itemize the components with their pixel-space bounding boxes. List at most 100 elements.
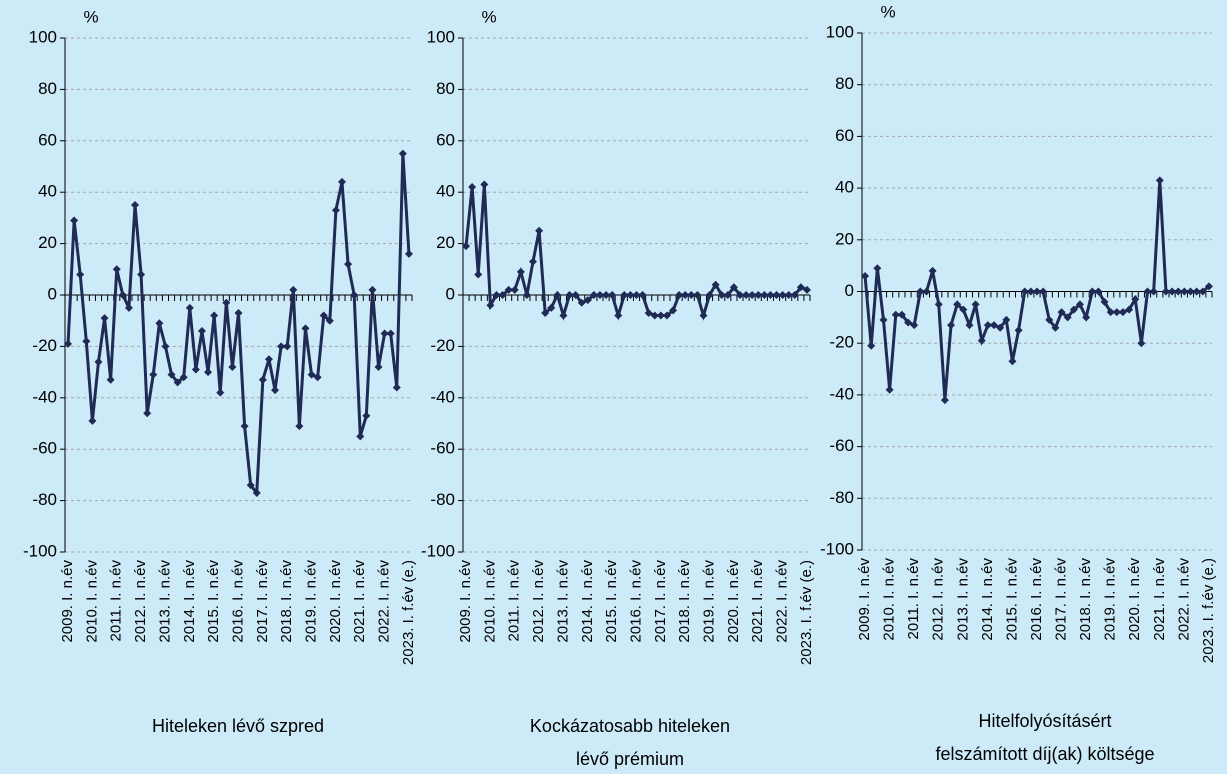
data-point: [632, 291, 641, 299]
data-point: [283, 342, 292, 351]
data-point: [693, 291, 702, 299]
x-tick-label: 2010. I. n.év: [481, 560, 498, 643]
data-point: [784, 291, 793, 299]
data-point: [1149, 287, 1158, 296]
data-point: [1045, 315, 1054, 324]
x-tick-label: 2020. I. n.év: [725, 560, 742, 643]
data-point: [331, 206, 340, 215]
x-tick-label: 2013. I. n.év: [554, 560, 571, 643]
x-tick-label: 2012. I. n.év: [930, 558, 947, 641]
data-point: [996, 323, 1005, 332]
data-point: [258, 375, 267, 384]
data-point: [897, 310, 906, 319]
panel-title: felszámított díj(ak) költsége: [935, 744, 1154, 764]
data-point: [873, 264, 882, 273]
data-point: [1100, 297, 1109, 306]
x-tick-label: 2015. I. n.év: [1003, 558, 1020, 641]
data-point: [687, 291, 696, 299]
data-point: [1112, 308, 1121, 317]
data-point: [386, 329, 395, 338]
panel-title: Hitelfolyósításért: [978, 711, 1111, 731]
data-point: [70, 216, 79, 225]
x-tick-label: 2022. I. n.év: [376, 560, 393, 643]
data-point: [337, 177, 346, 186]
data-point: [934, 300, 943, 309]
data-point: [1106, 308, 1115, 317]
data-point: [392, 383, 401, 392]
y-tick-label: -80: [430, 490, 455, 509]
data-point: [790, 291, 799, 299]
data-point: [486, 301, 495, 310]
x-tick-label: 2020. I. n.év: [1126, 558, 1143, 641]
y-tick-label: -100: [23, 541, 57, 560]
data-point: [404, 249, 413, 258]
data-point: [754, 291, 763, 299]
data-point: [959, 305, 968, 314]
panel-title: Hiteleken lévő szpred: [152, 716, 324, 736]
x-tick-label: 2009. I. n.év: [457, 560, 474, 643]
x-tick-label: 2011. I. n.év: [905, 558, 922, 640]
y-tick-label: -100: [820, 539, 854, 558]
data-point: [559, 311, 568, 320]
y-tick-label: 40: [38, 182, 57, 201]
data-point: [589, 291, 598, 299]
x-tick-label: 2022. I. n.év: [774, 560, 791, 643]
data-point: [204, 368, 213, 377]
data-point: [197, 326, 206, 335]
data-point: [64, 339, 73, 348]
data-point: [723, 291, 732, 299]
data-point: [307, 370, 316, 379]
data-point: [717, 291, 726, 299]
y-tick-label: -20: [32, 336, 57, 355]
y-tick-label: 20: [835, 229, 854, 248]
x-tick-label: 2021. I. n.év: [1151, 558, 1168, 641]
data-point: [161, 342, 170, 351]
x-tick-label: 2016. I. n.év: [229, 560, 246, 643]
unit-label: %: [83, 7, 98, 26]
unit-label: %: [880, 2, 895, 21]
y-tick-label: 20: [436, 233, 455, 252]
data-point: [301, 324, 310, 333]
data-point: [796, 283, 805, 292]
y-tick-label: 100: [29, 27, 57, 46]
y-tick-label: 40: [835, 178, 854, 197]
data-point: [398, 149, 407, 158]
y-tick-label: -60: [430, 439, 455, 458]
data-point: [167, 370, 176, 379]
data-point: [504, 285, 513, 294]
data-point: [1186, 287, 1195, 296]
data-point: [319, 311, 328, 320]
data-point: [124, 303, 133, 312]
data-point: [681, 291, 690, 299]
y-tick-label: 100: [826, 22, 854, 41]
data-point: [216, 388, 225, 397]
data-point: [474, 270, 483, 279]
data-point: [1118, 308, 1127, 317]
data-point: [82, 337, 91, 346]
data-point: [662, 311, 671, 320]
data-point: [179, 373, 188, 382]
data-point: [879, 315, 888, 324]
data-point: [277, 342, 286, 351]
x-tick-label: 2017. I. n.év: [254, 560, 271, 643]
y-tick-label: 60: [835, 126, 854, 145]
data-point: [106, 375, 115, 384]
data-point: [1039, 287, 1048, 296]
data-point: [94, 357, 103, 366]
x-tick-label: 2015. I. n.év: [603, 560, 620, 643]
data-point: [778, 291, 787, 299]
x-tick-label: 2012. I. n.év: [132, 560, 149, 643]
data-point: [1180, 287, 1189, 296]
data-point: [1137, 339, 1146, 348]
data-point: [711, 280, 720, 289]
y-tick-label: 60: [436, 130, 455, 149]
data-point: [1174, 287, 1183, 296]
data-point: [1143, 287, 1152, 296]
data-point: [498, 291, 507, 299]
data-point: [118, 291, 127, 299]
data-point: [748, 291, 757, 299]
unit-label: %: [481, 7, 496, 26]
data-point: [350, 291, 359, 299]
data-point: [1051, 323, 1060, 332]
y-tick-label: 80: [835, 74, 854, 93]
